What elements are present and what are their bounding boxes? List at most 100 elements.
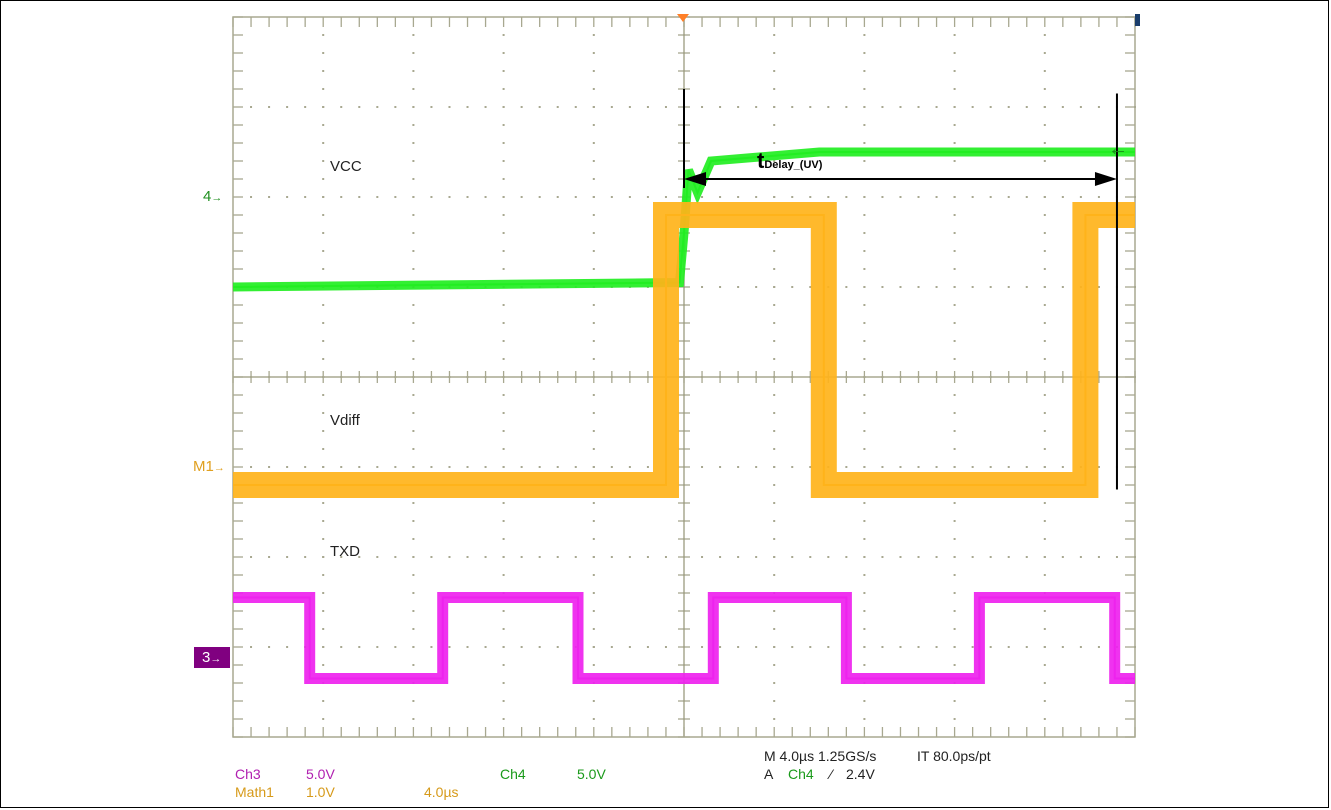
grid-dot bbox=[250, 106, 253, 108]
grid-dot bbox=[448, 466, 451, 468]
grid-dot bbox=[1043, 232, 1046, 234]
grid-dot bbox=[520, 196, 523, 198]
grid-dot bbox=[737, 556, 740, 558]
grid-dot bbox=[1043, 322, 1046, 324]
grid-dot bbox=[719, 556, 722, 558]
grid-dot bbox=[953, 340, 956, 342]
grid-dot bbox=[953, 322, 956, 324]
grid-dot bbox=[466, 556, 469, 558]
grid-dot bbox=[502, 250, 505, 252]
grid-dot bbox=[953, 556, 956, 558]
grid-dot bbox=[953, 232, 956, 234]
grid-dot bbox=[502, 232, 505, 234]
grid-dot bbox=[412, 448, 415, 450]
grid-dot bbox=[412, 196, 415, 198]
grid-dot bbox=[1043, 358, 1046, 360]
grid-dot bbox=[953, 538, 956, 540]
grid-dot bbox=[286, 466, 289, 468]
grid-dot bbox=[773, 268, 776, 270]
trace-edge-vdiff bbox=[233, 214, 1135, 486]
grid-dot bbox=[953, 430, 956, 432]
grid-dot bbox=[1025, 106, 1028, 108]
delay-annotation bbox=[683, 89, 1118, 490]
grid-dot bbox=[502, 340, 505, 342]
grid-dot bbox=[773, 88, 776, 90]
grid-dot bbox=[809, 466, 812, 468]
grid-dot bbox=[520, 646, 523, 648]
channel-marker-ch4-text: 4 bbox=[203, 188, 212, 205]
grid-dot bbox=[646, 646, 649, 648]
grid-dot bbox=[646, 466, 649, 468]
grid-dot bbox=[953, 70, 956, 72]
grid-dot bbox=[791, 106, 794, 108]
grid-dot bbox=[755, 106, 758, 108]
grid-dot bbox=[953, 142, 956, 144]
grid-dot bbox=[953, 286, 956, 288]
grid-dot bbox=[412, 610, 415, 612]
channel-marker-m1-arrow: → bbox=[213, 462, 225, 474]
grid-dot bbox=[701, 286, 704, 288]
grid-dot bbox=[935, 556, 938, 558]
math1-scale: 1.0V bbox=[306, 784, 335, 800]
grid-dot bbox=[268, 196, 271, 198]
channel-marker-ch3-text: 3 bbox=[202, 649, 211, 666]
delay-arrow-right-head bbox=[1094, 172, 1117, 186]
grid-dot bbox=[899, 646, 902, 648]
grid-dot bbox=[863, 592, 866, 594]
grid-dot bbox=[592, 556, 595, 558]
grid-dot bbox=[592, 196, 595, 198]
grid-dot bbox=[827, 106, 830, 108]
grid-dot bbox=[1043, 718, 1046, 720]
grid-dot bbox=[412, 106, 415, 108]
grid-dot bbox=[502, 124, 505, 126]
grid-dot bbox=[1043, 610, 1046, 612]
grid-dot bbox=[592, 574, 595, 576]
grid-dot bbox=[412, 430, 415, 432]
grid-dot bbox=[1025, 556, 1028, 558]
grid-dot bbox=[448, 646, 451, 648]
grid-dot bbox=[863, 538, 866, 540]
math1-time: 4.0µs bbox=[424, 784, 459, 800]
grid-dot bbox=[863, 214, 866, 216]
grid-dot bbox=[773, 196, 776, 198]
grid-dot bbox=[971, 556, 974, 558]
grid-dot bbox=[1061, 556, 1064, 558]
grid-dot bbox=[989, 196, 992, 198]
grid-dot bbox=[863, 160, 866, 162]
grid-dot bbox=[322, 34, 325, 36]
grid-dot bbox=[286, 556, 289, 558]
grid-dot bbox=[773, 124, 776, 126]
grid-dot bbox=[845, 466, 848, 468]
grid-dot bbox=[412, 124, 415, 126]
grid-dot bbox=[863, 322, 866, 324]
grid-dot bbox=[1043, 304, 1046, 306]
grid-dot bbox=[610, 196, 613, 198]
grid-dot bbox=[268, 646, 271, 648]
grid-dot bbox=[412, 592, 415, 594]
grid-dot bbox=[412, 664, 415, 666]
grid-dot bbox=[845, 286, 848, 288]
grid-dot bbox=[737, 466, 740, 468]
grid-dot bbox=[520, 106, 523, 108]
grid-dot bbox=[430, 646, 433, 648]
grid-dot bbox=[1025, 646, 1028, 648]
grid-dot bbox=[484, 646, 487, 648]
grid-dot bbox=[322, 718, 325, 720]
grid-dot bbox=[358, 106, 361, 108]
grid-dot bbox=[538, 556, 541, 558]
grid-dot bbox=[809, 556, 812, 558]
grid-dot bbox=[773, 628, 776, 630]
grid-dot bbox=[322, 70, 325, 72]
right-edge-marker bbox=[1135, 14, 1140, 26]
grid-dot bbox=[863, 574, 866, 576]
grid-dot bbox=[1043, 88, 1046, 90]
grid-dot bbox=[592, 52, 595, 54]
grid-dot bbox=[953, 124, 956, 126]
grid-dot bbox=[809, 106, 812, 108]
grid-dot bbox=[502, 502, 505, 504]
grid-dot bbox=[1097, 556, 1100, 558]
grid-dot bbox=[610, 466, 613, 468]
grid-dot bbox=[322, 628, 325, 630]
grid-dot bbox=[1025, 196, 1028, 198]
grid-dot bbox=[971, 106, 974, 108]
